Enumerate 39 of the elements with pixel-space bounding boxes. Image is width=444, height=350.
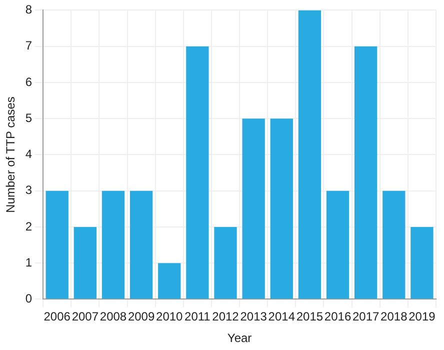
y-axis-title: Number of TTP cases bbox=[4, 96, 18, 213]
x-tick-label: 2014 bbox=[268, 310, 296, 324]
y-tick-label: 6 bbox=[25, 74, 32, 89]
bar bbox=[158, 263, 181, 299]
y-tick-label: 1 bbox=[25, 255, 32, 270]
bar bbox=[242, 118, 265, 299]
x-tick-label: 2016 bbox=[324, 310, 352, 324]
x-tick-label: 2013 bbox=[240, 310, 268, 324]
x-tick-label: 2010 bbox=[156, 310, 184, 324]
x-axis-title: Year bbox=[227, 331, 252, 346]
bar bbox=[102, 190, 125, 299]
y-tick-label: 0 bbox=[25, 292, 32, 306]
bar bbox=[382, 190, 406, 299]
y-tick-label: 7 bbox=[25, 38, 32, 53]
y-tick-label: 8 bbox=[25, 2, 32, 17]
bar bbox=[354, 46, 378, 299]
x-tick-label: 2009 bbox=[128, 310, 155, 324]
x-tick-label: 2008 bbox=[100, 310, 127, 324]
bar bbox=[186, 46, 209, 299]
x-tick-label: 2011 bbox=[184, 310, 211, 324]
x-tick-label: 2018 bbox=[380, 310, 408, 324]
x-tick-label: 2007 bbox=[72, 310, 99, 324]
x-tick-label: 2012 bbox=[212, 310, 240, 324]
y-tick-label: 3 bbox=[25, 183, 32, 198]
x-tick-label: 2015 bbox=[296, 310, 324, 324]
bar bbox=[298, 10, 322, 299]
bar bbox=[46, 190, 68, 299]
bar bbox=[270, 118, 293, 299]
x-tick-label: 2019 bbox=[408, 310, 436, 324]
bar bbox=[214, 226, 237, 299]
x-tick-label: 2017 bbox=[352, 310, 380, 324]
x-tick-label: 2006 bbox=[44, 310, 71, 324]
bar bbox=[410, 226, 434, 299]
y-tick-label: 4 bbox=[25, 147, 32, 162]
bar bbox=[326, 190, 350, 299]
bar bbox=[130, 190, 153, 299]
bar bbox=[74, 226, 97, 299]
y-tick-label: 2 bbox=[25, 219, 32, 234]
y-tick-label: 5 bbox=[25, 110, 32, 125]
